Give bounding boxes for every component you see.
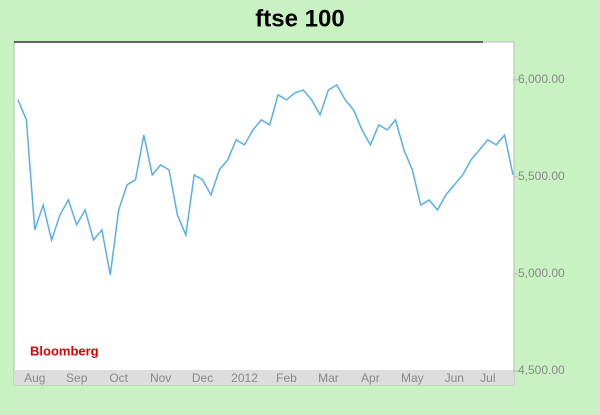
x-tick-label: Feb — [276, 371, 297, 385]
y-tick-label: 5,000.00 — [518, 266, 565, 280]
x-tick-label: Apr — [361, 371, 380, 385]
x-axis-band — [14, 370, 514, 385]
y-tick-label: 6,000.00 — [518, 72, 565, 86]
chart-title: ftse 100 — [255, 5, 344, 32]
x-tick-label: Nov — [150, 371, 171, 385]
x-tick-label: Mar — [318, 371, 339, 385]
x-tick-label: Dec — [192, 371, 213, 385]
x-tick-label: Jun — [445, 371, 464, 385]
y-tick-label: 4,500.00 — [518, 363, 565, 377]
plot-area — [13, 41, 515, 386]
source-label: Bloomberg — [30, 343, 99, 358]
x-tick-label: Jul — [480, 371, 495, 385]
x-tick-label: 2012 — [231, 371, 258, 385]
line-series — [17, 83, 514, 276]
x-tick-label: Oct — [109, 371, 128, 385]
x-tick-label: May — [401, 371, 424, 385]
x-tick-label: Aug — [24, 371, 45, 385]
y-tick-label: 5,500.00 — [518, 169, 565, 183]
x-tick-label: Sep — [66, 371, 88, 385]
